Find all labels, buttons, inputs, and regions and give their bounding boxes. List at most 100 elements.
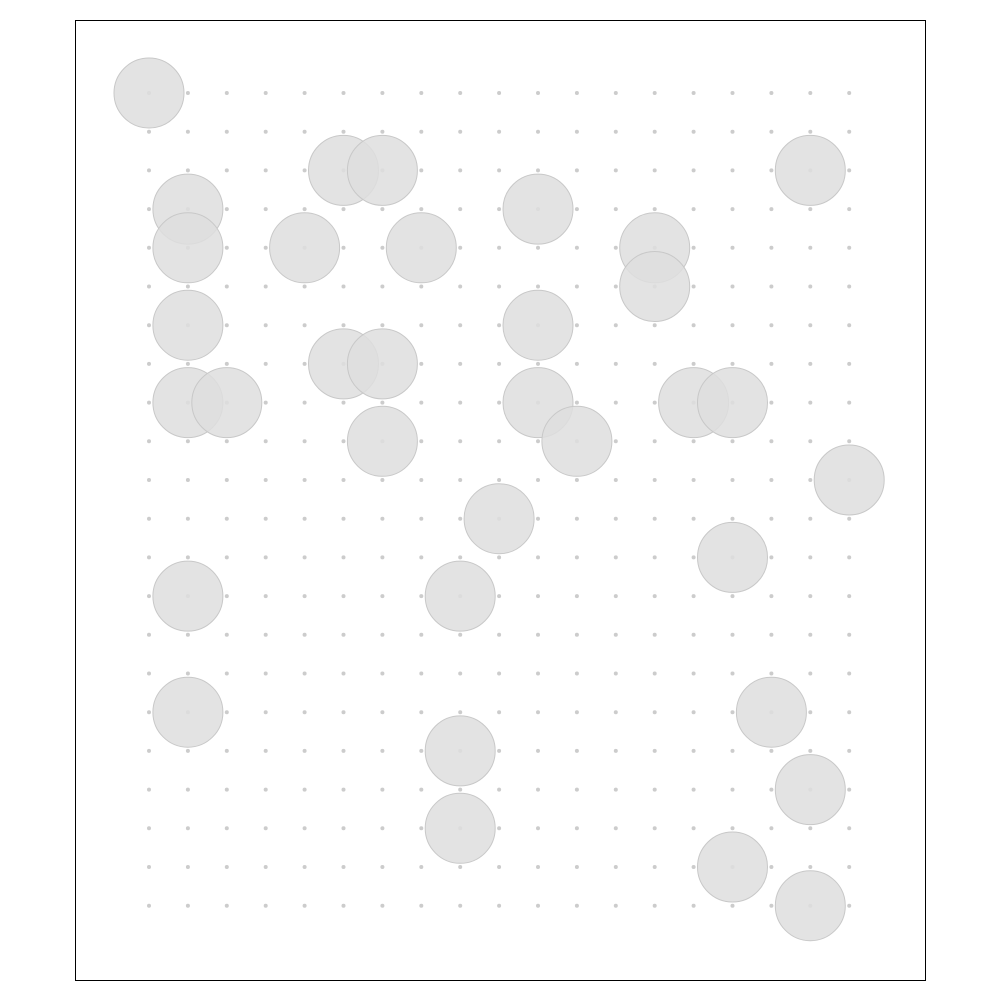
grid-dot	[613, 361, 618, 366]
token[interactable]	[502, 289, 574, 361]
grid-dot	[769, 903, 774, 908]
grid-dot	[613, 439, 618, 444]
grid-dot	[730, 710, 735, 715]
grid-dot	[497, 478, 502, 482]
grid-dot	[341, 594, 346, 599]
token[interactable]	[774, 870, 846, 942]
grid-dot	[847, 361, 852, 366]
grid-dot	[302, 478, 307, 482]
grid-dot	[847, 787, 852, 792]
grid-dot	[691, 903, 696, 908]
grid-dot	[302, 671, 307, 676]
grid-dot	[536, 245, 540, 250]
grid-dot	[574, 207, 579, 212]
token[interactable]	[424, 792, 496, 864]
grid-dot	[769, 245, 774, 250]
grid-dot	[458, 671, 463, 676]
grid-dot	[458, 245, 463, 250]
token[interactable]	[813, 444, 885, 516]
grid-dot	[147, 787, 151, 792]
grid-dot	[497, 555, 502, 560]
token[interactable]	[502, 173, 574, 245]
grid-dot	[613, 129, 618, 134]
token[interactable]	[152, 676, 224, 748]
token[interactable]	[619, 251, 691, 322]
token[interactable]	[346, 405, 418, 477]
grid-dot	[185, 284, 190, 289]
token[interactable]	[774, 754, 846, 826]
token[interactable]	[735, 676, 807, 748]
grid-dot	[808, 826, 813, 831]
token[interactable]	[463, 483, 535, 555]
grid-dot	[769, 594, 774, 599]
grid-dot	[574, 903, 579, 908]
grid-dot	[613, 478, 618, 482]
grid-dot	[691, 245, 696, 250]
grid-dot	[847, 594, 852, 599]
grid-dot	[302, 594, 307, 599]
grid-dot	[147, 361, 151, 366]
token[interactable]	[697, 831, 768, 903]
grid-dot	[224, 903, 229, 908]
grid-dot	[147, 594, 151, 599]
token[interactable]	[269, 212, 341, 284]
grid-dot	[847, 748, 852, 753]
token[interactable]	[424, 560, 496, 632]
token[interactable]	[697, 521, 768, 593]
grid-dot	[458, 555, 463, 560]
token[interactable]	[191, 367, 263, 439]
grid-dot	[185, 478, 190, 482]
grid-dot	[691, 284, 696, 289]
grid-dot	[497, 748, 502, 753]
token[interactable]	[424, 715, 496, 787]
grid-dot	[652, 632, 657, 637]
grid-dot	[497, 710, 502, 715]
grid-dot	[536, 826, 540, 831]
grid-dot	[263, 478, 268, 482]
grid-dot	[147, 400, 151, 405]
token[interactable]	[346, 328, 418, 400]
grid-dot	[536, 555, 540, 560]
grid-dot	[847, 245, 852, 250]
grid-dot	[769, 284, 774, 289]
grid-dot	[808, 323, 813, 328]
grid-dot	[341, 555, 346, 560]
token[interactable]	[152, 212, 224, 284]
grid-dot	[224, 245, 229, 250]
grid-dot	[419, 632, 424, 637]
grid-dot	[574, 826, 579, 831]
grid-dot	[847, 168, 852, 173]
grid-dot	[497, 632, 502, 637]
grid-dot	[224, 516, 229, 521]
grid-dot	[341, 632, 346, 637]
grid-dot	[574, 361, 579, 366]
grid-dot	[341, 439, 346, 444]
grid-dot	[847, 400, 852, 405]
token[interactable]	[774, 134, 846, 206]
token[interactable]	[541, 405, 613, 477]
grid-dot	[652, 439, 657, 444]
grid-dot	[419, 129, 424, 134]
token[interactable]	[385, 212, 457, 284]
token[interactable]	[113, 57, 185, 129]
grid-dot	[808, 284, 813, 289]
grid-dot	[808, 671, 813, 676]
grid-dot	[847, 516, 852, 521]
grid-dot	[224, 710, 229, 715]
grid-dot	[536, 594, 540, 599]
token[interactable]	[346, 134, 418, 206]
grid-dot	[224, 323, 229, 328]
grid-dot	[574, 516, 579, 521]
grid-dot	[263, 826, 268, 831]
grid-dot	[652, 748, 657, 753]
grid-dot	[341, 710, 346, 715]
grid-dot	[652, 168, 657, 173]
token[interactable]	[152, 289, 224, 361]
token[interactable]	[697, 367, 768, 439]
grid-dot	[691, 478, 696, 482]
grid-dot	[574, 91, 579, 95]
token[interactable]	[152, 560, 224, 632]
grid-dot	[380, 594, 385, 599]
grid-dot	[652, 865, 657, 869]
grid-dot	[224, 361, 229, 366]
